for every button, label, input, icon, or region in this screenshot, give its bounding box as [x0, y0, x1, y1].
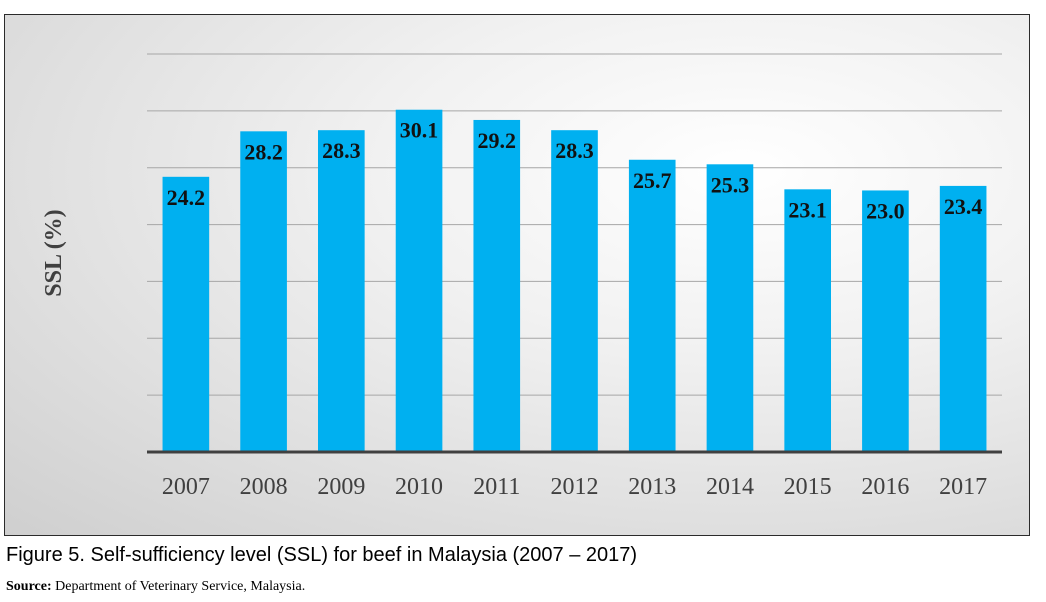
x-tick-label-2007: 2007 — [162, 474, 210, 500]
data-label-2012: 28.3 — [555, 138, 594, 163]
data-label-2011: 29.2 — [478, 128, 517, 153]
bar-2007 — [162, 176, 210, 452]
data-label-2013: 25.7 — [633, 168, 672, 193]
bar-2010 — [395, 109, 443, 452]
x-tick-labels: 2007 2008 2009 2010 2011 2012 2013 2014 2015 2016… — [162, 474, 987, 500]
source-text: Department of Veterinary Service, Malays… — [51, 579, 306, 594]
data-label-2007: 24.2 — [167, 185, 206, 210]
data-label-2014: 25.3 — [711, 172, 750, 197]
x-tick-label-2017: 2017 — [939, 474, 987, 500]
source-note: Source: Department of Veterinary Service… — [6, 579, 305, 595]
source-label: Source: — [6, 579, 52, 594]
data-label-2008: 28.2 — [244, 139, 283, 164]
bar-2013 — [628, 159, 676, 453]
data-label-2009: 28.3 — [322, 138, 361, 163]
bar-2009 — [318, 130, 365, 452]
x-tick-label-2011: 2011 — [473, 474, 520, 500]
x-tick-label-2010: 2010 — [395, 474, 443, 500]
data-label-2015: 23.1 — [788, 197, 827, 222]
bar-2012 — [551, 130, 598, 452]
chart-frame: 24.2 28.2 28.3 30.1 29.2 28.3 25.7 25.3 23.1 23.0… — [4, 14, 1030, 536]
data-label-2010: 30.1 — [400, 118, 439, 143]
x-tick-label-2009: 2009 — [317, 474, 365, 500]
x-tick-label-2013: 2013 — [628, 474, 676, 500]
x-tick-label-2012: 2012 — [551, 474, 599, 500]
bars — [162, 109, 987, 453]
bar-2017 — [939, 185, 987, 452]
data-label-2017: 23.4 — [944, 194, 983, 219]
bar-2016 — [862, 190, 909, 452]
x-tick-label-2014: 2014 — [706, 474, 754, 500]
bar-chart: 24.2 28.2 28.3 30.1 29.2 28.3 25.7 25.3 23.1 23.0… — [41, 53, 1002, 500]
x-tick-label-2008: 2008 — [240, 474, 288, 500]
data-labels: 24.2 28.2 28.3 30.1 29.2 28.3 25.7 25.3 23.1 23.0… — [167, 118, 983, 224]
data-label-2016: 23.0 — [866, 198, 905, 223]
x-tick-label-2015: 2015 — [784, 474, 832, 500]
bar-2015 — [784, 189, 831, 452]
x-tick-label-2016: 2016 — [861, 474, 909, 500]
bar-2008 — [240, 131, 287, 452]
y-axis-label: SSL (%) — [41, 209, 67, 296]
figure-caption: Figure 5. Self-sufficiency level (SSL) f… — [6, 544, 638, 566]
bar-2014 — [706, 164, 754, 452]
bar-2011 — [473, 119, 521, 452]
